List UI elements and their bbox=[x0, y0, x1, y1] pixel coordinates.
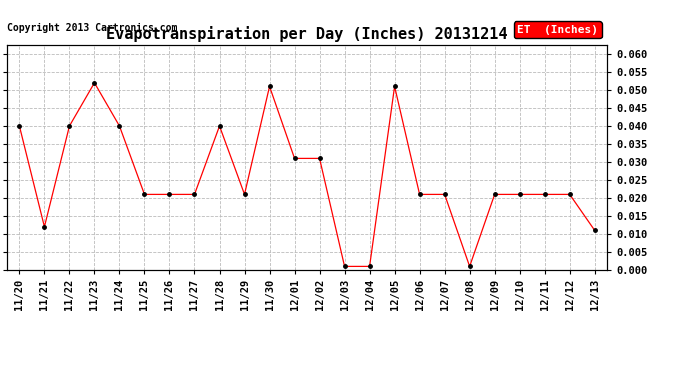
Legend: ET  (Inches): ET (Inches) bbox=[514, 21, 602, 38]
Text: Copyright 2013 Cartronics.com: Copyright 2013 Cartronics.com bbox=[7, 22, 177, 33]
Title: Evapotranspiration per Day (Inches) 20131214: Evapotranspiration per Day (Inches) 2013… bbox=[106, 27, 508, 42]
